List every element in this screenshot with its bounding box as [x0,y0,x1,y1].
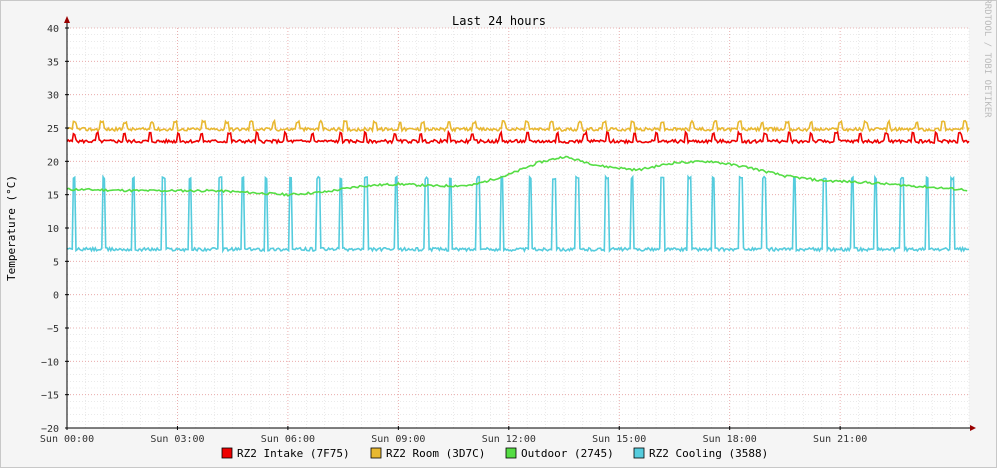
series-lines [66,118,970,254]
axes [64,16,976,431]
watermark: RRDTOOL / TOBI OETIKER [982,0,992,118]
y-tick-label: 40 [47,24,59,35]
x-tick-labels: Sun 00:00 Sun 03:00 Sun 06:00 Sun 09:00 Sun … [40,434,867,445]
x-tick-label: Sun 21:00 [813,434,867,445]
x-tick-label: Sun 03:00 [150,434,204,445]
y-tick-label: −15 [41,391,59,402]
y-tick-label: 0 [53,291,59,302]
y-tick-label: 30 [47,91,59,102]
y-tick-label: 25 [47,124,59,135]
y-tick-label: −20 [41,424,59,435]
series-line [66,118,970,134]
y-tick-label: 15 [47,191,59,202]
series-line [66,129,970,145]
legend-swatch [633,447,645,459]
x-tick-label: Sun 15:00 [592,434,646,445]
x-tick-label: Sun 06:00 [261,434,315,445]
y-tick-label: 35 [47,57,59,68]
x-tick-label: Sun 18:00 [703,434,757,445]
y-axis-label: Temperature (°C) [5,175,18,281]
chart-title: Last 24 hours [452,14,546,28]
x-tick-label: Sun 00:00 [40,434,94,445]
legend-swatch [505,447,517,459]
x-axis-arrow [970,425,976,431]
y-tick-label: 10 [47,224,59,235]
series-line [66,174,970,254]
legend-entry: Outdoor (2745) [521,447,614,460]
y-tick-label: 5 [53,257,59,268]
legend: RZ2 Intake (7F75) RZ2 Room (3D7C) Outdoor … [221,447,768,460]
series-line [66,155,968,197]
legend-entry: RZ2 Cooling (3588) [649,447,768,460]
x-tick-label: Sun 09:00 [371,434,425,445]
legend-entry: RZ2 Room (3D7C) [386,447,485,460]
y-tick-label: −10 [41,357,59,368]
legend-swatch [370,447,382,459]
y-tick-labels: 40 35 30 25 20 15 10 5 0 −5 −10 −15 −20 [41,24,59,435]
y-tick-label: −5 [47,324,59,335]
x-tick-label: Sun 12:00 [482,434,536,445]
legend-swatch [221,447,233,459]
y-axis-arrow [64,16,70,23]
legend-entry: RZ2 Intake (7F75) [237,447,350,460]
y-tick-label: 20 [47,157,59,168]
